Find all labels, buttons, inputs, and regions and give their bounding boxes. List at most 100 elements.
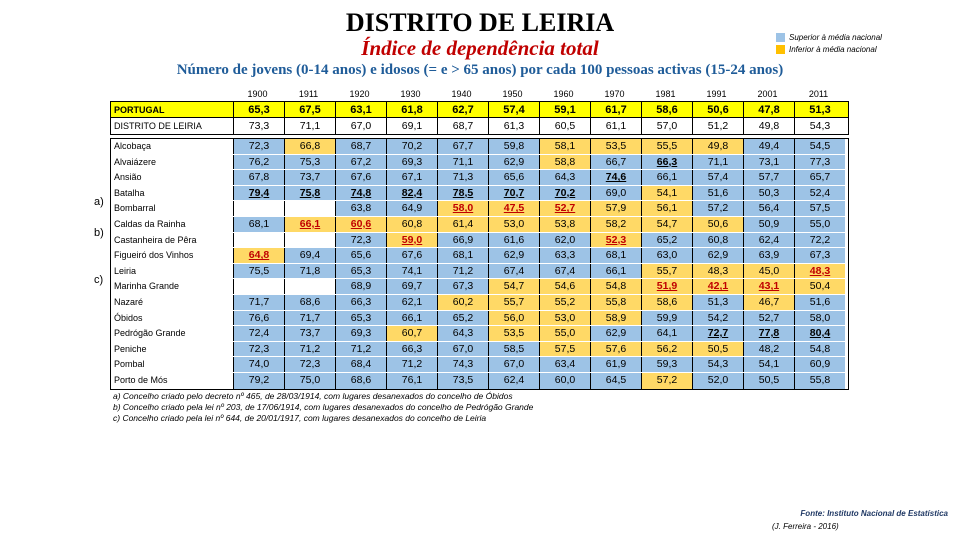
table-cell: 74,3 (437, 357, 488, 372)
table-cell: 62,4 (488, 372, 539, 389)
table-cell: 65,3 (335, 263, 386, 279)
municipalities-table: Alcobaça 72,3 66,8 68,7 70,2 67,7 59,8 58,1 53,5… (110, 138, 849, 390)
table-cell: 51,3 (794, 102, 845, 117)
table-cell: 55,8 (590, 294, 641, 310)
row-name: Batalha (114, 187, 145, 198)
table-cell: 69,7 (386, 279, 437, 294)
table-cell: 68,7 (437, 118, 488, 134)
table-cell: 71,3 (437, 170, 488, 185)
table-cell: 55,7 (488, 294, 539, 310)
table-cell: 65,3 (335, 310, 386, 326)
legend: Superior à média nacional Inferior à méd… (776, 31, 882, 55)
table-row: Pombal 74,0 72,3 68,4 71,2 74,3 67,0 63,4 61,9 59… (111, 357, 848, 373)
table-cell: 61,4 (437, 216, 488, 232)
table-cell: 54,7 (488, 279, 539, 294)
table-cell: 57,2 (692, 201, 743, 216)
table-cell: 75,3 (284, 154, 335, 170)
row-name: Porto de Mós (114, 374, 168, 385)
table-cell: 67,6 (386, 248, 437, 263)
table-cell: 58,9 (590, 310, 641, 326)
table-cell: 57,0 (641, 118, 692, 134)
author-note: (J. Ferreira - 2016) (772, 522, 839, 531)
table-cell: 58,2 (590, 216, 641, 232)
table-row: Pedrógão Grande 72,4 73,7 69,3 60,7 64,3 53,5 5… (111, 326, 848, 342)
table-cell: 67,0 (488, 357, 539, 372)
table-cell: 64,3 (437, 326, 488, 341)
table-cell: 67,0 (335, 118, 386, 134)
row-portugal: PORTUGAL 65,3 67,5 63,1 61,8 62,7 57,4 59,1 61,7… (111, 102, 848, 118)
row-name: Óbidos (114, 312, 143, 323)
table-row: Peniche 72,3 71,2 71,2 66,3 67,0 58,5 57,5 57,6 5… (111, 341, 848, 358)
table-cell: 65,2 (641, 232, 692, 248)
table-cell: 66,3 (641, 154, 692, 170)
table-cell: 54,5 (794, 139, 845, 154)
table-cell: 76,2 (233, 154, 284, 170)
table-cell: 54,1 (743, 357, 794, 372)
page-title: DISTRITO DE LEIRIA (345, 8, 615, 37)
table-cell (284, 279, 335, 294)
table-cell: 48,3 (794, 263, 845, 279)
table-cell: 71,1 (437, 154, 488, 170)
table-cell: 62,7 (437, 102, 488, 117)
table-cell: 69,4 (284, 248, 335, 263)
table-cell: 55,7 (641, 263, 692, 279)
table-cell: 70,2 (386, 139, 437, 154)
table-cell: 72,3 (284, 357, 335, 372)
table-cell (233, 201, 284, 216)
table-cell: 62,9 (488, 154, 539, 170)
table-cell: 74,6 (590, 170, 641, 185)
table-cell: 71,1 (692, 154, 743, 170)
table-row: Ansião 67,8 73,7 67,6 67,1 71,3 65,6 64,3 74,6 66… (111, 170, 848, 186)
table-cell: 67,5 (284, 102, 335, 117)
table-cell: 50,4 (794, 279, 845, 294)
table-cell: 66,1 (284, 216, 335, 232)
table-row: Caldas da Rainha 68,1 66,1 60,6 60,8 61,4 53,0… (111, 216, 848, 233)
table-cell: 64,3 (539, 170, 590, 185)
table-cell: 68,6 (284, 294, 335, 310)
table-cell: 54,2 (692, 310, 743, 326)
year-label: 1930 (400, 89, 421, 99)
table-cell: 71,2 (335, 341, 386, 357)
table-cell (233, 232, 284, 248)
table-cell: 60,8 (692, 232, 743, 248)
table-cell: 61,7 (590, 102, 641, 117)
table-cell: 50,3 (743, 185, 794, 201)
row-name: Alvaiázere (114, 156, 157, 167)
table-cell: 54,1 (641, 185, 692, 201)
table-cell: 52,4 (794, 185, 845, 201)
table-cell: 54,8 (794, 341, 845, 357)
table-cell: 73,1 (743, 154, 794, 170)
table-cell: 58,6 (641, 102, 692, 117)
year-label: 1920 (349, 89, 370, 99)
table-row: Marinha Grande 68,9 69,7 67,3 54,7 54,6 54,8 51… (111, 279, 848, 295)
table-cell: 80,4 (794, 326, 845, 341)
table-cell: 59,8 (488, 139, 539, 154)
table-cell: 66,7 (590, 154, 641, 170)
table-cell: 76,1 (386, 372, 437, 389)
table-cell: 54,7 (641, 216, 692, 232)
table-cell: 63,0 (641, 248, 692, 263)
table-cell: 65,6 (335, 248, 386, 263)
legend-label-above: Superior à média nacional (789, 32, 882, 42)
table-cell: 71,2 (284, 341, 335, 357)
table-cell: 73,3 (233, 118, 284, 134)
row-name: Peniche (114, 343, 147, 354)
table-cell: 62,0 (539, 232, 590, 248)
row-marker: b) (94, 227, 104, 240)
table-cell: 61,8 (386, 102, 437, 117)
table-cell: 51,6 (794, 294, 845, 310)
table-cell: 57,9 (590, 201, 641, 216)
table-cell: 66,3 (335, 294, 386, 310)
table-cell: 70,2 (539, 185, 590, 201)
table-cell: 73,7 (284, 326, 335, 341)
year-label: 2001 (757, 89, 778, 99)
table-cell: 53,5 (590, 139, 641, 154)
table-cell: 57,4 (692, 170, 743, 185)
table-cell: 54,8 (590, 279, 641, 294)
table-cell: 58,6 (641, 294, 692, 310)
table-cell: 52,7 (743, 310, 794, 326)
table-cell: 51,9 (641, 279, 692, 294)
table-cell: 59,3 (641, 357, 692, 372)
table-cell: 66,9 (437, 232, 488, 248)
table-description: Número de jovens (0-14 anos) e idosos (=… (176, 62, 784, 78)
